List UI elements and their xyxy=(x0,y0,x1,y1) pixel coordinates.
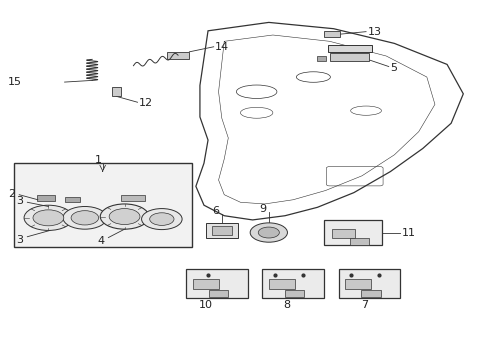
Bar xyxy=(14,163,191,247)
Bar xyxy=(111,87,121,96)
Bar xyxy=(186,269,247,298)
Bar xyxy=(361,290,380,297)
Bar xyxy=(331,229,354,238)
Bar xyxy=(262,269,323,298)
Bar xyxy=(327,45,371,52)
Bar xyxy=(323,220,382,245)
Circle shape xyxy=(149,213,174,225)
Circle shape xyxy=(109,208,140,225)
Text: 6: 6 xyxy=(212,206,219,216)
Bar xyxy=(192,279,218,289)
Bar xyxy=(330,53,368,61)
Text: 3: 3 xyxy=(16,197,23,206)
Text: 11: 11 xyxy=(401,228,415,238)
Bar xyxy=(349,238,368,245)
Text: 4: 4 xyxy=(97,236,104,246)
Text: 12: 12 xyxy=(139,98,153,108)
Circle shape xyxy=(100,204,148,229)
Bar xyxy=(323,31,340,37)
Circle shape xyxy=(24,205,73,230)
Bar xyxy=(212,226,231,235)
Bar xyxy=(120,195,144,201)
Text: 9: 9 xyxy=(259,204,265,215)
Bar xyxy=(285,290,304,297)
Text: 10: 10 xyxy=(199,300,213,310)
Text: 2: 2 xyxy=(8,189,15,199)
Bar xyxy=(208,290,228,297)
Text: 15: 15 xyxy=(8,77,22,87)
Text: 13: 13 xyxy=(367,27,381,37)
Bar xyxy=(268,279,294,289)
Text: 5: 5 xyxy=(389,63,397,73)
Circle shape xyxy=(33,210,63,226)
Circle shape xyxy=(250,223,287,242)
Bar xyxy=(166,51,189,59)
Circle shape xyxy=(258,227,279,238)
Text: 14: 14 xyxy=(215,42,229,52)
Text: 3: 3 xyxy=(16,235,23,245)
Bar xyxy=(316,55,325,60)
Bar xyxy=(344,279,370,289)
Bar xyxy=(338,269,399,298)
Bar xyxy=(205,223,238,238)
Circle shape xyxy=(71,211,99,225)
Circle shape xyxy=(63,207,106,229)
Circle shape xyxy=(142,208,182,230)
Text: 8: 8 xyxy=(283,300,290,310)
Bar xyxy=(65,197,80,202)
Text: 7: 7 xyxy=(361,300,367,310)
Bar xyxy=(37,195,55,201)
Text: 1: 1 xyxy=(94,155,102,165)
